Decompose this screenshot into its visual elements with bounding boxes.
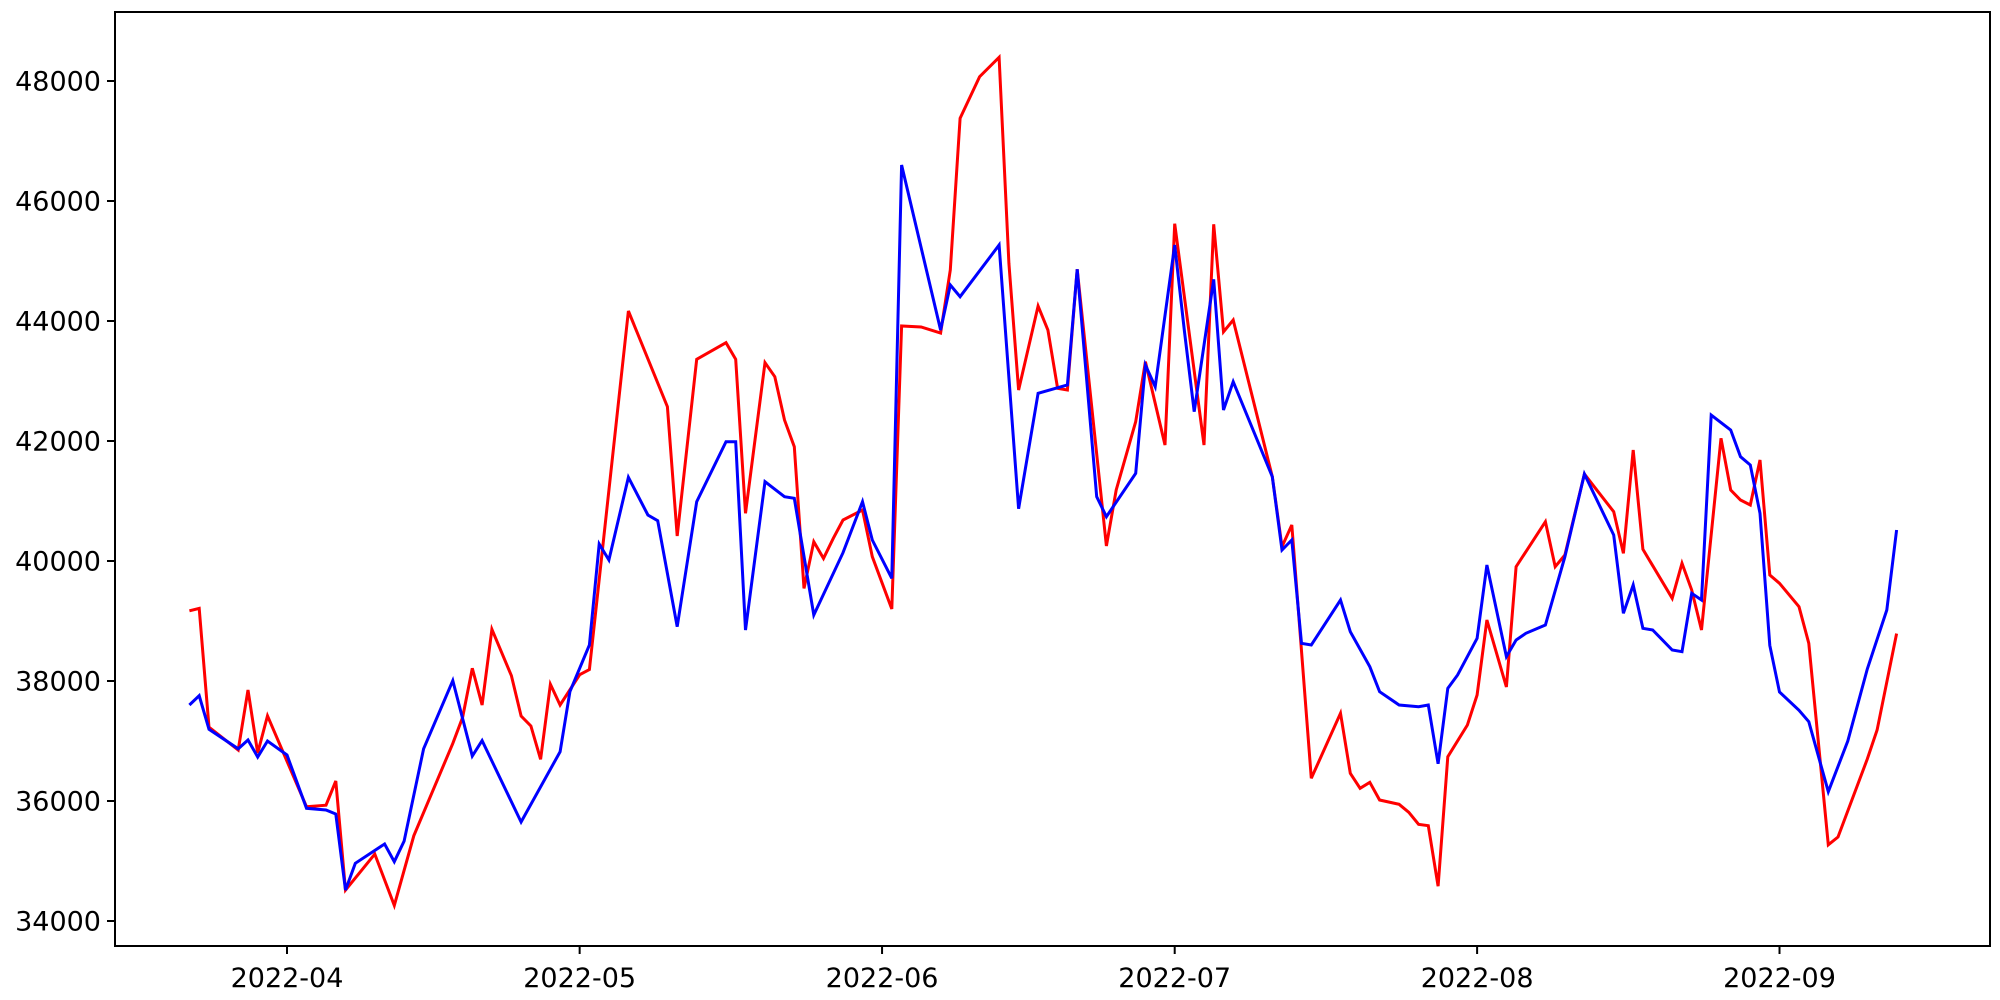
y-tick-label: 36000 — [15, 786, 101, 817]
y-tick-label: 38000 — [15, 666, 101, 697]
y-tick-label: 44000 — [15, 306, 101, 337]
x-tick-label: 2022-04 — [231, 963, 344, 994]
y-tick-label: 48000 — [15, 66, 101, 97]
y-tick-label: 42000 — [15, 426, 101, 457]
blue-series-line — [188, 164, 1899, 891]
red-series-line — [189, 53, 1899, 911]
x-tick-label: 2022-07 — [1118, 963, 1231, 994]
x-tick-label: 2022-06 — [826, 963, 939, 994]
y-tick-label: 34000 — [15, 906, 101, 937]
x-tick-label: 2022-09 — [1723, 963, 1836, 994]
y-tick-label: 40000 — [15, 546, 101, 577]
x-tick-label: 2022-08 — [1421, 963, 1534, 994]
x-tick-label: 2022-05 — [523, 963, 636, 994]
y-tick-label: 46000 — [15, 186, 101, 217]
plot-frame — [114, 11, 1991, 947]
